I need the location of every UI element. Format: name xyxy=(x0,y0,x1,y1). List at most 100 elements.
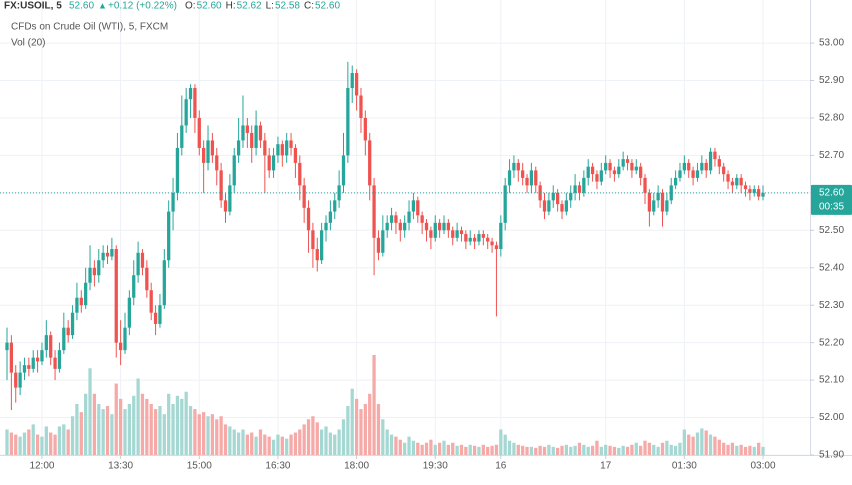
y-tick-label: 52.40 xyxy=(819,262,844,273)
candle-body xyxy=(673,177,678,186)
volume-bar xyxy=(149,403,153,455)
volume-bar xyxy=(127,403,131,455)
ohlc-value: 52.60 xyxy=(197,1,222,12)
volume-bar xyxy=(669,444,673,455)
candle-body xyxy=(547,200,551,212)
candle-body xyxy=(468,237,472,242)
candle-body xyxy=(385,222,389,231)
candle-body xyxy=(35,357,40,362)
volume-bar xyxy=(634,442,638,455)
volume-bar xyxy=(311,416,315,455)
volume-bar xyxy=(713,436,717,455)
time-axis-bg xyxy=(0,456,852,485)
volume-bar xyxy=(691,436,695,455)
candle-body xyxy=(57,350,62,369)
y-tick-label: 52.70 xyxy=(819,150,844,161)
volume-bar xyxy=(512,442,516,455)
ohlc-key: O: xyxy=(185,1,196,12)
candle-body xyxy=(433,222,437,238)
volume-bar xyxy=(700,428,704,455)
candle-body xyxy=(381,230,385,253)
volume-bar xyxy=(555,447,560,455)
volume-bar xyxy=(735,445,739,455)
candle-body xyxy=(455,230,459,238)
volume-bar xyxy=(285,438,289,455)
candle-body xyxy=(70,312,75,336)
volume-bar xyxy=(757,442,761,455)
volume-bar xyxy=(110,414,114,455)
volume-bar xyxy=(171,403,175,455)
candle-body xyxy=(682,162,686,171)
volume-bar xyxy=(595,440,599,455)
volume-bar xyxy=(429,439,433,455)
volume-bar xyxy=(573,445,577,455)
candle-body xyxy=(302,185,306,208)
x-tick-label: 01:30 xyxy=(672,461,697,472)
volume-bar xyxy=(92,393,97,455)
volume-bar xyxy=(88,368,92,455)
volume-bar xyxy=(656,446,660,455)
last-price-label: 52.60 xyxy=(819,188,844,199)
volume-bar xyxy=(726,444,730,455)
candle-body xyxy=(420,215,424,223)
candle-body xyxy=(490,241,494,246)
candle-body xyxy=(193,88,197,118)
candle-body xyxy=(665,200,669,212)
y-tick-label: 52.20 xyxy=(819,337,844,348)
candle-body xyxy=(354,73,359,96)
candle-body xyxy=(730,181,735,186)
volume-bar xyxy=(411,440,416,455)
volume-bar xyxy=(280,436,284,455)
candle-body xyxy=(608,162,612,171)
volume-bar xyxy=(140,393,145,455)
volume-bar xyxy=(219,416,223,455)
candle-body xyxy=(446,222,451,231)
candle-body xyxy=(44,335,48,351)
volume-bar xyxy=(245,434,249,455)
candle-body xyxy=(569,192,573,201)
candle-body xyxy=(88,267,92,283)
volume-bar xyxy=(40,436,44,455)
up-arrow: ▲ xyxy=(98,0,107,10)
x-tick-label: 15:00 xyxy=(187,461,212,472)
candle-body xyxy=(175,147,180,193)
candle-body xyxy=(494,245,499,250)
candle-body xyxy=(53,357,57,369)
volume-bar xyxy=(612,446,617,455)
candle-body xyxy=(31,357,35,369)
volume-bar xyxy=(665,440,669,455)
candle-body xyxy=(5,342,9,351)
volume-bar xyxy=(18,436,22,455)
volume-bar xyxy=(123,409,127,455)
y-tick-label: 52.00 xyxy=(819,412,844,423)
volume-bar xyxy=(27,429,31,455)
candle-body xyxy=(687,162,691,171)
candle-body xyxy=(521,170,525,178)
candle-body xyxy=(429,230,433,238)
candle-body xyxy=(752,189,756,193)
candle-body xyxy=(153,312,158,324)
volume-bar xyxy=(529,446,534,455)
candle-body xyxy=(359,95,363,118)
candle-body xyxy=(298,162,302,186)
candle-body xyxy=(158,305,162,324)
volume-bar xyxy=(302,424,306,455)
volume-bar xyxy=(577,442,582,455)
volume-bar xyxy=(538,445,542,455)
x-tick-label: 19:30 xyxy=(423,461,448,472)
candle-body xyxy=(162,260,166,306)
candle-body xyxy=(472,237,477,242)
candle-body xyxy=(512,162,516,171)
volume-bar xyxy=(516,444,520,455)
candle-body xyxy=(149,290,153,313)
candle-body xyxy=(459,230,464,235)
candle-body xyxy=(560,204,564,212)
candle-body xyxy=(167,211,171,261)
candle-body xyxy=(403,222,407,231)
candle-body xyxy=(320,230,324,261)
candle-body xyxy=(184,99,188,126)
volume-bar xyxy=(534,447,538,455)
candle-body xyxy=(136,252,140,276)
candle-body xyxy=(22,365,27,373)
